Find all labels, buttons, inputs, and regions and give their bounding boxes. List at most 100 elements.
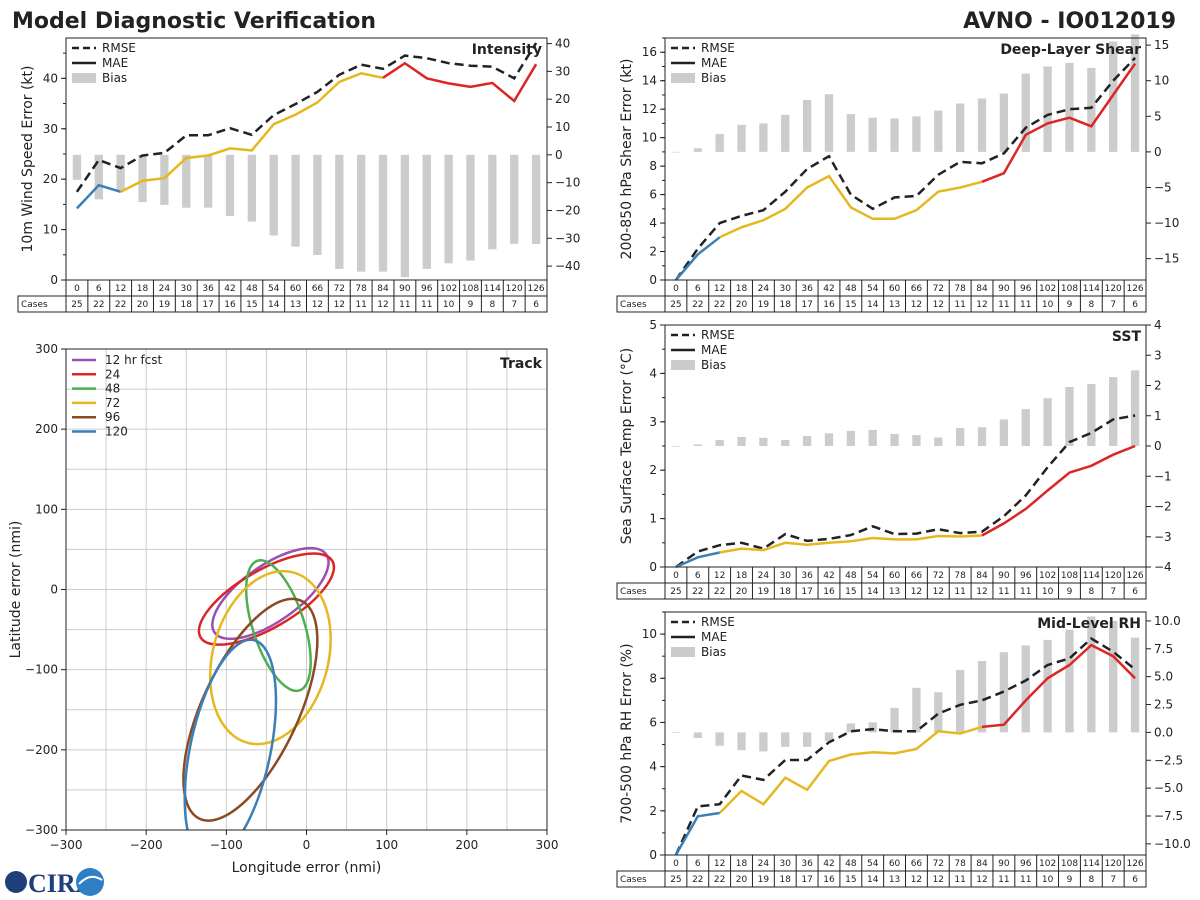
legend-label-120: 120: [105, 425, 128, 439]
case-count-6: 22: [93, 300, 104, 310]
bias-bar-96: [1021, 409, 1030, 446]
case-count-114: 8: [489, 300, 495, 310]
lead-hour-78: 78: [954, 571, 966, 581]
lead-hour-54: 54: [268, 284, 280, 294]
case-count-126: 6: [1132, 587, 1138, 597]
lead-hour-108: 108: [462, 284, 479, 294]
case-count-0: 25: [670, 587, 681, 597]
case-count-6: 22: [692, 587, 703, 597]
lead-hour-102: 102: [1039, 571, 1056, 581]
lead-hour-66: 66: [911, 284, 923, 294]
case-count-120: 7: [1110, 875, 1116, 885]
case-count-12: 22: [714, 587, 725, 597]
bias-bar-36: [203, 154, 213, 208]
bias-bar-78: [357, 154, 366, 272]
case-count-42: 16: [823, 875, 835, 885]
bias-bar-84: [977, 98, 987, 152]
bias-bar-48: [846, 723, 855, 733]
bias-bar-102: [1043, 66, 1052, 152]
bias-bar-60: [890, 707, 899, 733]
case-count-108: 9: [1067, 875, 1073, 885]
cases-label: Cases: [620, 875, 647, 885]
case-count-18: 20: [736, 300, 748, 310]
bias-bar-114: [1087, 383, 1096, 446]
lead-hour-48: 48: [845, 859, 857, 869]
lead-hour-12: 12: [714, 284, 725, 294]
y-tick-label: 200: [35, 422, 58, 436]
panel-title: Intensity: [472, 42, 542, 58]
case-count-24: 19: [159, 300, 171, 310]
y2-tick-label: 10: [555, 120, 570, 134]
case-count-48: 15: [845, 875, 856, 885]
bias-bar-36: [802, 99, 812, 152]
y-tick-label: 10: [642, 131, 657, 145]
y2-tick-label: 20: [555, 92, 570, 106]
bias-bar-6: [693, 732, 702, 738]
y2-tick-label: 0.0: [1154, 725, 1173, 739]
y2-tick-label: −1: [1154, 469, 1172, 483]
y-tick-label: −300: [25, 823, 58, 837]
panel-title: Deep-Layer Shear: [1000, 42, 1141, 58]
rmse-line: [675, 414, 1136, 569]
case-count-48: 15: [246, 300, 257, 310]
y-tick-label: 4: [649, 366, 657, 380]
bias-bar-96: [1021, 645, 1030, 733]
case-count-66: 12: [312, 300, 323, 310]
y-tick-label: −200: [25, 743, 58, 757]
case-count-108: 9: [468, 300, 474, 310]
lead-hour-114: 114: [1083, 859, 1100, 869]
bias-bar-84: [977, 427, 987, 446]
cases-label: Cases: [21, 300, 48, 310]
y2-tick-label: 5.0: [1154, 670, 1173, 684]
bias-bar-12: [715, 732, 724, 746]
bias-bar-30: [781, 439, 790, 446]
bias-bar-66: [912, 116, 921, 152]
bias-bar-108: [1065, 62, 1074, 152]
case-count-114: 8: [1088, 587, 1094, 597]
lead-hour-96: 96: [1020, 284, 1032, 294]
lead-hour-66: 66: [911, 859, 923, 869]
y-tick-label: 30: [43, 122, 58, 136]
bias-bar-36: [802, 732, 812, 747]
legend-bias-swatch: [72, 73, 96, 83]
case-count-18: 20: [736, 875, 748, 885]
lead-hour-18: 18: [736, 284, 748, 294]
case-count-0: 25: [71, 300, 82, 310]
bias-bar-84: [378, 154, 388, 272]
bias-bar-90: [400, 154, 410, 278]
bias-bar-12: [715, 134, 724, 152]
lead-hour-24: 24: [159, 284, 171, 294]
rmse-line: [75, 42, 538, 193]
bias-bar-60: [291, 154, 300, 247]
bias-bar-12: [715, 439, 724, 446]
bias-bar-18: [737, 436, 746, 446]
case-count-36: 17: [801, 587, 812, 597]
case-count-12: 22: [115, 300, 126, 310]
lead-hour-120: 120: [506, 284, 523, 294]
case-count-72: 12: [933, 875, 944, 885]
y-tick-label: 40: [43, 71, 58, 85]
y2-tick-label: 5: [1154, 109, 1162, 123]
y2-tick-label: −10: [555, 176, 580, 190]
legend-rmse-label: RMSE: [701, 328, 735, 342]
y2-tick-label: 7.5: [1154, 642, 1173, 656]
bias-bar-48: [846, 430, 855, 446]
mae-line-yellow: [719, 174, 983, 239]
lead-hour-90: 90: [998, 284, 1010, 294]
case-count-96: 11: [1020, 300, 1031, 310]
lead-hour-66: 66: [911, 571, 923, 581]
bias-bar-24: [759, 123, 768, 152]
ellipse-72: [208, 569, 332, 746]
y2-tick-label: −4: [1154, 560, 1172, 574]
lead-hour-30: 30: [780, 571, 792, 581]
lead-hour-6: 6: [96, 284, 102, 294]
y-tick-label: 8: [649, 671, 657, 685]
y2-tick-label: 0: [1154, 439, 1162, 453]
bias-bar-6: [94, 154, 103, 200]
case-count-96: 11: [1020, 587, 1031, 597]
lead-hour-30: 30: [181, 284, 193, 294]
legend-label-72: 72: [105, 396, 120, 410]
bias-bar-108: [1065, 387, 1074, 446]
lead-hour-90: 90: [998, 859, 1010, 869]
